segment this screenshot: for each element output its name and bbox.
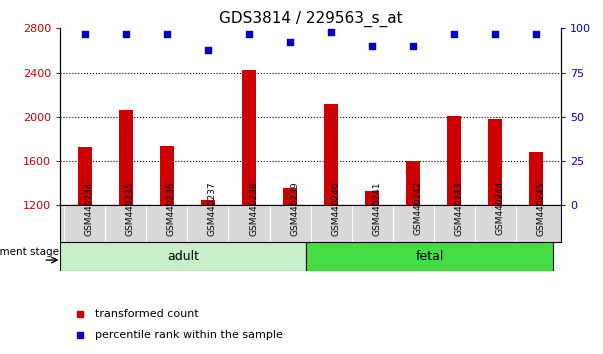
- Bar: [406, 161, 420, 205]
- Text: GSM440240: GSM440240: [331, 181, 340, 235]
- Text: GSM440244: GSM440244: [495, 181, 504, 235]
- Point: [449, 31, 459, 36]
- Point: [203, 47, 213, 52]
- Text: percentile rank within the sample: percentile rank within the sample: [95, 330, 283, 341]
- Bar: [365, 191, 379, 205]
- Bar: [78, 147, 92, 205]
- Bar: [283, 188, 297, 205]
- Text: GSM440234: GSM440234: [85, 181, 94, 235]
- Bar: [160, 145, 174, 205]
- Text: GSM440238: GSM440238: [249, 181, 258, 236]
- Bar: [488, 119, 502, 205]
- FancyBboxPatch shape: [60, 242, 306, 271]
- Text: transformed count: transformed count: [95, 309, 199, 319]
- Text: adult: adult: [168, 250, 200, 263]
- Bar: [324, 103, 338, 205]
- Title: GDS3814 / 229563_s_at: GDS3814 / 229563_s_at: [219, 11, 402, 27]
- Point: [244, 31, 254, 36]
- Point: [80, 31, 90, 36]
- Point: [531, 31, 541, 36]
- Text: GSM440243: GSM440243: [454, 181, 463, 235]
- Point: [121, 31, 131, 36]
- Text: GSM440237: GSM440237: [208, 181, 217, 236]
- Text: GSM440236: GSM440236: [167, 181, 176, 236]
- Text: GSM440239: GSM440239: [290, 181, 299, 236]
- Bar: [201, 200, 215, 205]
- Point: [408, 43, 418, 49]
- Text: GSM440245: GSM440245: [536, 181, 545, 235]
- FancyBboxPatch shape: [306, 242, 552, 271]
- Bar: [119, 110, 133, 205]
- Point: [490, 31, 500, 36]
- Text: GSM440235: GSM440235: [126, 181, 135, 236]
- Bar: [447, 116, 461, 205]
- Point: [326, 29, 336, 35]
- Text: development stage: development stage: [0, 247, 59, 257]
- Bar: [242, 70, 256, 205]
- Point: [285, 40, 295, 45]
- Point: [367, 43, 377, 49]
- Text: fetal: fetal: [415, 250, 444, 263]
- Bar: [529, 152, 543, 205]
- Text: GSM440242: GSM440242: [413, 181, 422, 235]
- Text: GSM440241: GSM440241: [372, 181, 381, 235]
- Point: [162, 31, 172, 36]
